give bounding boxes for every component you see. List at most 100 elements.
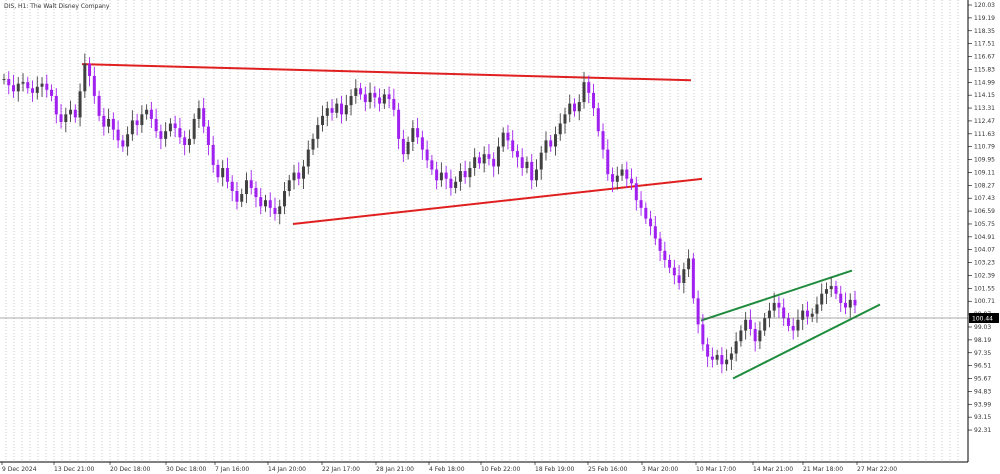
candle-body: [801, 310, 805, 320]
candle-body: [69, 109, 73, 115]
candle-body: [501, 132, 505, 147]
candle-body: [206, 126, 210, 145]
y-tick-label: 115.83: [974, 66, 995, 73]
candle-body: [739, 330, 743, 342]
y-tick-label: 120.03: [974, 2, 995, 9]
x-tick-label: 22 Jan 17:00: [322, 466, 360, 473]
candle-body: [796, 319, 800, 331]
candle-body: [335, 103, 339, 113]
candle-body: [249, 180, 253, 188]
candle-body: [340, 103, 344, 115]
x-tick-label: 21 Mar 18:00: [803, 466, 843, 473]
candle-body: [492, 158, 496, 167]
candle-body: [763, 318, 767, 331]
trendline-channel-lower[interactable]: [732, 303, 881, 380]
candle-body: [468, 167, 472, 178]
candle-body: [130, 120, 134, 135]
candle-body: [88, 63, 92, 76]
y-tick-label: 107.43: [974, 195, 995, 202]
candle-body: [378, 97, 382, 104]
candle-body: [634, 183, 638, 201]
y-tick-label: 100.71: [974, 298, 995, 305]
candle-body: [111, 118, 115, 130]
candle-body: [216, 164, 220, 178]
y-tick-label: 106.59: [974, 208, 995, 215]
candle-body: [164, 131, 168, 139]
trendline-support[interactable]: [292, 177, 703, 225]
candle-body: [397, 109, 401, 139]
candle-body: [820, 293, 824, 305]
candle-body: [16, 83, 20, 92]
candle-body: [534, 169, 538, 181]
candle-body: [596, 108, 600, 132]
x-tick-label: 3 Mar 20:00: [642, 466, 678, 473]
candle-body: [259, 197, 263, 207]
candle-body: [601, 131, 605, 150]
candle-body: [706, 344, 710, 357]
candle-body: [406, 141, 410, 155]
candle-body: [411, 128, 415, 142]
y-tick-label: 93.99: [974, 401, 991, 408]
y-tick-label: 103.23: [974, 260, 995, 267]
candle-body: [321, 115, 325, 126]
candle-body: [672, 267, 676, 276]
trendline-layer: [81, 63, 881, 380]
candle-body: [420, 137, 424, 150]
candle-body: [653, 226, 657, 239]
candle-body: [183, 137, 187, 145]
candle-body: [354, 88, 358, 96]
candle-body: [64, 114, 68, 122]
candle-body: [687, 258, 691, 270]
candle-body: [582, 82, 586, 103]
candle-body: [35, 86, 39, 93]
trendline-resistance[interactable]: [81, 63, 692, 82]
x-tick-label: 10 Feb 22:00: [481, 466, 521, 473]
candle-body: [805, 310, 809, 317]
candle-body: [477, 157, 481, 164]
candle-body: [287, 180, 291, 191]
candle-body: [107, 118, 111, 127]
candle-body: [658, 238, 662, 251]
candle-body: [544, 140, 548, 153]
candle-body: [606, 149, 610, 175]
candle-body: [344, 105, 348, 115]
candle-body: [230, 181, 234, 191]
candle-body: [568, 103, 572, 115]
candle-body: [615, 175, 619, 182]
candle-body: [549, 140, 553, 147]
x-tick-label: 28 Jan 21:00: [376, 466, 414, 473]
candle-body: [729, 353, 733, 360]
y-tick-label: 114.99: [974, 79, 995, 86]
y-ticks: 120.03 119.19 118.35 117.51 116.67 115.83 114.…: [968, 2, 995, 434]
candle-body: [12, 85, 16, 92]
candle-body: [202, 108, 206, 127]
current-price-label: 100.44: [972, 316, 993, 323]
axis-layer: [0, 0, 969, 463]
candle-body: [59, 114, 63, 122]
candle-body: [843, 302, 847, 308]
candle-body: [7, 79, 11, 86]
trendline-channel-upper[interactable]: [700, 269, 853, 322]
candle-body: [767, 310, 771, 319]
candle-body: [83, 63, 87, 92]
y-tick-label: 119.19: [974, 15, 995, 22]
candle-body: [853, 299, 857, 306]
candle-body: [520, 157, 524, 168]
candles-layer: [2, 53, 857, 374]
candle-body: [154, 118, 158, 132]
candle-body: [168, 123, 172, 132]
candle-body: [187, 138, 191, 145]
candle-body: [748, 319, 752, 329]
candle-body: [387, 94, 391, 99]
candle-body: [515, 151, 519, 158]
y-tick-label: 111.63: [974, 131, 995, 138]
y-tick-label: 109.11: [974, 169, 995, 176]
candle-body: [221, 167, 225, 178]
candle-body: [772, 302, 776, 311]
candle-body: [297, 172, 301, 179]
x-tick-label: 9 Dec 2024: [2, 466, 37, 473]
candle-body: [235, 190, 239, 202]
candle-body: [715, 355, 719, 360]
candle-body: [173, 123, 177, 129]
